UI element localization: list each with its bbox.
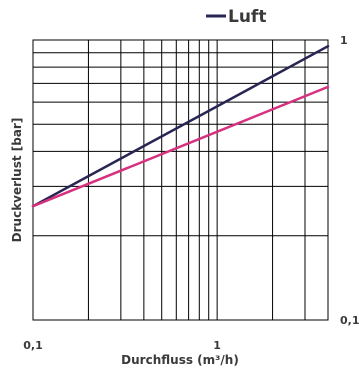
- series-line-luft: [31, 44, 330, 208]
- y-tick-label: 1: [340, 34, 348, 47]
- tick-labels: 0,1 1 1 0,1: [23, 34, 359, 352]
- x-tick-label: 0,1: [23, 339, 43, 352]
- legend-label-luft: Luft: [228, 7, 266, 27]
- y-tick-label: 0,1: [340, 314, 359, 327]
- series-line-series-2: [31, 85, 330, 208]
- series-layer: [31, 44, 330, 208]
- plot-frame: [32, 39, 329, 321]
- x-tick-label: 1: [213, 339, 221, 352]
- legend: Luft: [206, 7, 266, 27]
- x-axis-label: Durchfluss (m³/h): [121, 353, 239, 367]
- grid: [33, 40, 328, 320]
- y-axis-label: Druckverlust [bar]: [10, 118, 24, 243]
